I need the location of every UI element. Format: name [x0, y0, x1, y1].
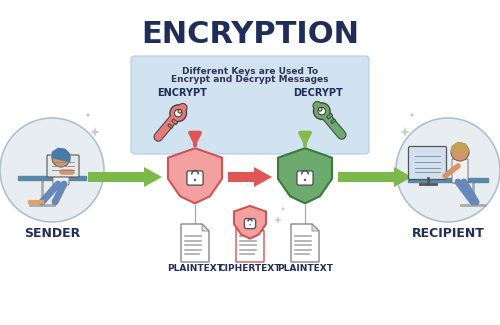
Polygon shape: [181, 224, 209, 262]
Polygon shape: [52, 148, 70, 162]
Circle shape: [194, 179, 196, 181]
Polygon shape: [88, 167, 162, 187]
Circle shape: [52, 149, 70, 167]
Circle shape: [314, 103, 330, 120]
Circle shape: [174, 110, 182, 117]
Polygon shape: [168, 148, 222, 203]
Polygon shape: [172, 119, 178, 125]
Text: ENCRYPTION: ENCRYPTION: [141, 20, 359, 49]
FancyBboxPatch shape: [187, 171, 203, 185]
Text: SENDER: SENDER: [24, 227, 80, 240]
FancyBboxPatch shape: [452, 159, 468, 183]
Polygon shape: [257, 224, 264, 231]
Polygon shape: [403, 127, 407, 137]
Circle shape: [0, 118, 104, 222]
Polygon shape: [87, 112, 89, 118]
Polygon shape: [85, 114, 91, 116]
Polygon shape: [409, 114, 415, 116]
Text: ENCRYPT: ENCRYPT: [157, 88, 207, 98]
Polygon shape: [276, 216, 280, 224]
Text: Different Keys are Used To: Different Keys are Used To: [182, 67, 318, 76]
Text: PLAINTEXT: PLAINTEXT: [167, 264, 223, 273]
Polygon shape: [228, 167, 272, 187]
Text: Encrypt and Decrypt Messages: Encrypt and Decrypt Messages: [171, 75, 329, 84]
Circle shape: [451, 143, 469, 161]
Polygon shape: [400, 130, 410, 134]
FancyBboxPatch shape: [297, 171, 313, 185]
Circle shape: [318, 108, 322, 111]
Circle shape: [304, 179, 306, 181]
Text: PLAINTEXT: PLAINTEXT: [277, 264, 333, 273]
Circle shape: [318, 108, 326, 115]
Polygon shape: [451, 142, 469, 152]
Polygon shape: [312, 224, 319, 231]
FancyBboxPatch shape: [53, 167, 69, 185]
Polygon shape: [338, 167, 412, 187]
Polygon shape: [236, 224, 264, 262]
Polygon shape: [282, 206, 284, 212]
Circle shape: [178, 110, 182, 113]
FancyBboxPatch shape: [47, 155, 79, 177]
FancyBboxPatch shape: [244, 219, 256, 229]
Polygon shape: [330, 119, 336, 124]
Polygon shape: [202, 224, 209, 231]
Text: DECRYPT: DECRYPT: [293, 88, 343, 98]
Polygon shape: [278, 148, 332, 203]
Polygon shape: [280, 208, 285, 210]
Polygon shape: [93, 127, 97, 137]
Circle shape: [396, 118, 500, 222]
Text: CIPHERTEXT: CIPHERTEXT: [219, 264, 281, 273]
Polygon shape: [326, 113, 333, 119]
Polygon shape: [168, 124, 173, 129]
Polygon shape: [274, 219, 282, 221]
Polygon shape: [90, 130, 100, 134]
Polygon shape: [234, 206, 266, 239]
FancyBboxPatch shape: [131, 56, 369, 154]
Polygon shape: [291, 224, 319, 262]
Circle shape: [170, 105, 186, 122]
FancyBboxPatch shape: [408, 147, 447, 179]
Text: RECIPIENT: RECIPIENT: [412, 227, 484, 240]
Polygon shape: [411, 112, 413, 118]
